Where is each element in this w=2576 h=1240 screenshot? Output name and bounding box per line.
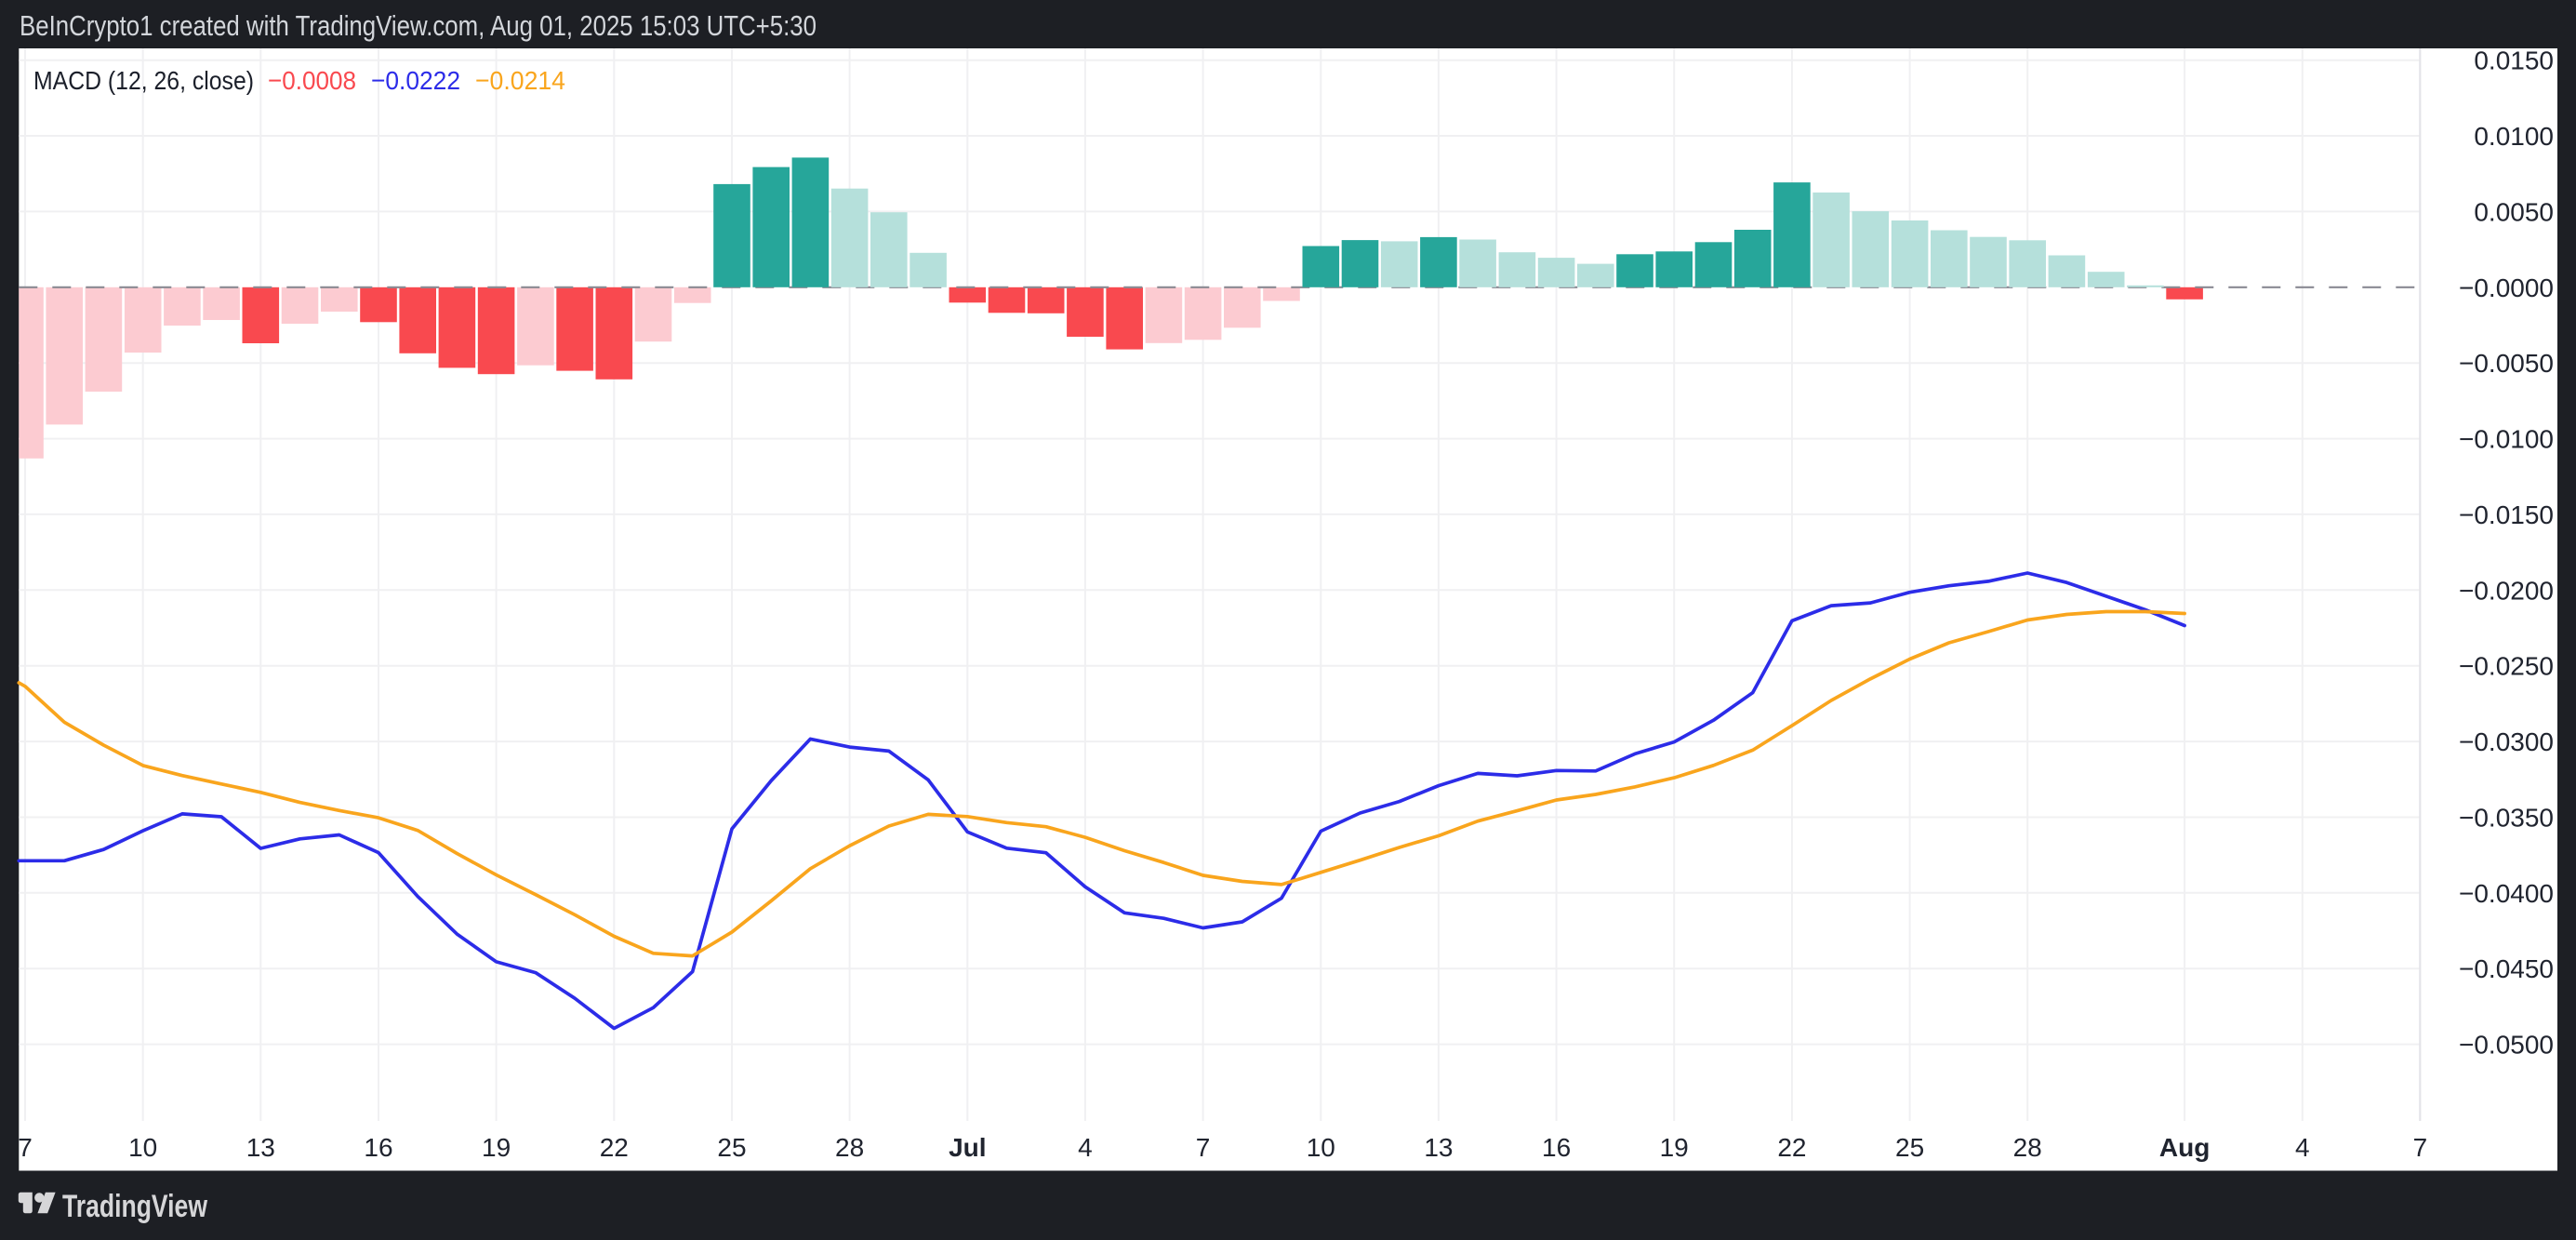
svg-text:−0.0300: −0.0300 <box>2459 727 2554 756</box>
svg-text:−0.0200: −0.0200 <box>2459 576 2554 605</box>
svg-text:−0.0050: −0.0050 <box>2459 349 2554 378</box>
svg-text:Aug: Aug <box>2159 1133 2210 1162</box>
svg-text:−0.0222: −0.0222 <box>371 66 460 95</box>
svg-text:BeInCrypto1 created with Tradi: BeInCrypto1 created with TradingView.com… <box>20 9 817 42</box>
svg-text:10: 10 <box>1307 1133 1335 1162</box>
svg-text:19: 19 <box>1660 1133 1689 1162</box>
svg-text:22: 22 <box>600 1133 629 1162</box>
svg-text:19: 19 <box>482 1133 511 1162</box>
svg-text:25: 25 <box>1895 1133 1924 1162</box>
svg-text:−0.0450: −0.0450 <box>2459 954 2554 983</box>
svg-text:22: 22 <box>1777 1133 1806 1162</box>
svg-text:13: 13 <box>1424 1133 1453 1162</box>
svg-text:−0.0400: −0.0400 <box>2459 879 2554 908</box>
svg-text:0.0100: 0.0100 <box>2474 122 2554 151</box>
svg-text:−0.0350: −0.0350 <box>2459 804 2554 833</box>
svg-text:MACD (12, 26, close): MACD (12, 26, close) <box>33 66 254 95</box>
svg-text:−0.0150: −0.0150 <box>2459 500 2554 529</box>
svg-text:7: 7 <box>2413 1133 2428 1162</box>
svg-text:7: 7 <box>18 1133 33 1162</box>
svg-text:0.0050: 0.0050 <box>2474 197 2554 226</box>
svg-text:10: 10 <box>128 1133 157 1162</box>
svg-text:16: 16 <box>364 1133 392 1162</box>
svg-text:4: 4 <box>2295 1133 2310 1162</box>
svg-text:Jul: Jul <box>949 1133 986 1162</box>
svg-text:0.0150: 0.0150 <box>2474 47 2554 75</box>
svg-text:−0.0100: −0.0100 <box>2459 425 2554 454</box>
svg-text:13: 13 <box>246 1133 275 1162</box>
svg-text:7: 7 <box>1196 1133 1211 1162</box>
svg-text:4: 4 <box>1078 1133 1093 1162</box>
svg-text:28: 28 <box>835 1133 864 1162</box>
svg-text:−0.0500: −0.0500 <box>2459 1031 2554 1060</box>
svg-text:25: 25 <box>717 1133 746 1162</box>
svg-text:−0.0214: −0.0214 <box>475 66 565 95</box>
svg-text:28: 28 <box>2013 1133 2042 1162</box>
svg-text:−0.0000: −0.0000 <box>2459 273 2554 302</box>
svg-text:16: 16 <box>1542 1133 1571 1162</box>
svg-text:TradingView: TradingView <box>62 1189 207 1224</box>
svg-text:−0.0008: −0.0008 <box>268 66 356 95</box>
svg-text:−0.0250: −0.0250 <box>2459 652 2554 681</box>
